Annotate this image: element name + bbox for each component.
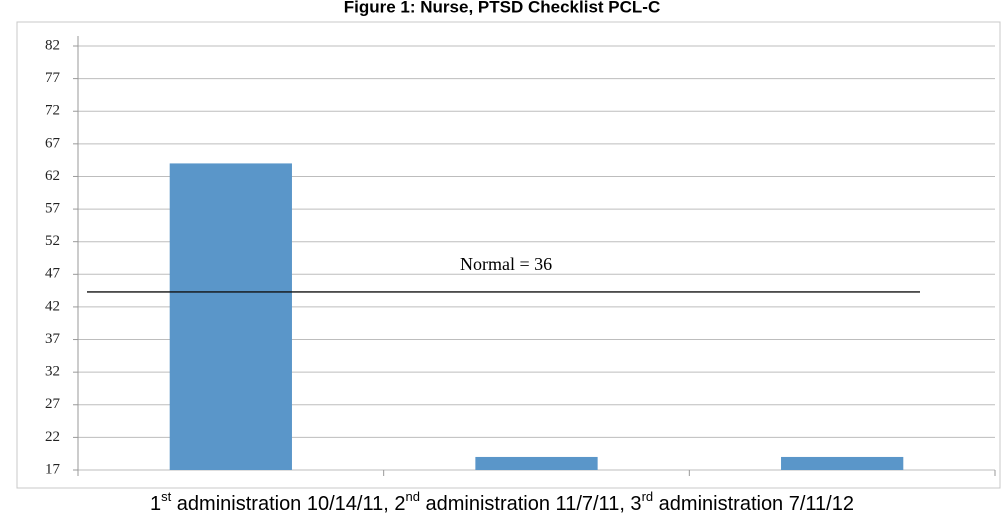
x-axis-label: 1st administration 10/14/11, 2nd adminis… xyxy=(150,489,854,515)
y-tick-label: 67 xyxy=(45,135,61,151)
y-tick-label: 27 xyxy=(45,396,61,412)
y-tick-label: 47 xyxy=(45,266,61,282)
bar xyxy=(781,456,904,470)
chart-title: Figure 1: Nurse, PTSD Checklist PCL-C xyxy=(344,0,660,16)
bar xyxy=(169,163,292,470)
y-tick-label: 57 xyxy=(45,201,61,217)
y-tick-label: 22 xyxy=(45,429,60,445)
y-tick-label: 42 xyxy=(45,298,60,314)
y-tick-label: 62 xyxy=(45,168,60,184)
x-label-part: administration 10/14/11, 2 xyxy=(171,493,405,515)
y-tick-label: 82 xyxy=(45,37,60,53)
y-tick-label: 32 xyxy=(45,364,60,380)
y-tick-label: 72 xyxy=(45,103,60,119)
x-label-superscript: nd xyxy=(405,489,419,504)
x-label-superscript: st xyxy=(161,489,172,504)
x-label-part: administration 11/7/11, 3 xyxy=(420,493,642,515)
y-tick-label: 17 xyxy=(45,461,61,477)
x-label-part: 1 xyxy=(150,493,161,515)
y-tick-label: 77 xyxy=(45,70,61,86)
bar xyxy=(475,456,598,470)
reference-label: Normal = 36 xyxy=(460,254,552,274)
x-label-superscript: rd xyxy=(642,489,654,504)
x-label-part: administration 7/11/12 xyxy=(653,493,854,515)
y-tick-label: 37 xyxy=(45,331,61,347)
y-tick-label: 52 xyxy=(45,233,60,249)
